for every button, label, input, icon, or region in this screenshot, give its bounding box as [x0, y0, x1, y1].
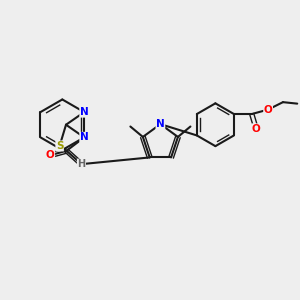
Text: S: S	[56, 141, 63, 151]
Text: H: H	[77, 159, 86, 169]
Text: O: O	[252, 124, 261, 134]
Text: N: N	[156, 119, 165, 129]
Text: N: N	[80, 107, 88, 117]
Text: N: N	[80, 132, 88, 142]
Text: O: O	[264, 105, 272, 115]
Text: O: O	[46, 150, 55, 160]
